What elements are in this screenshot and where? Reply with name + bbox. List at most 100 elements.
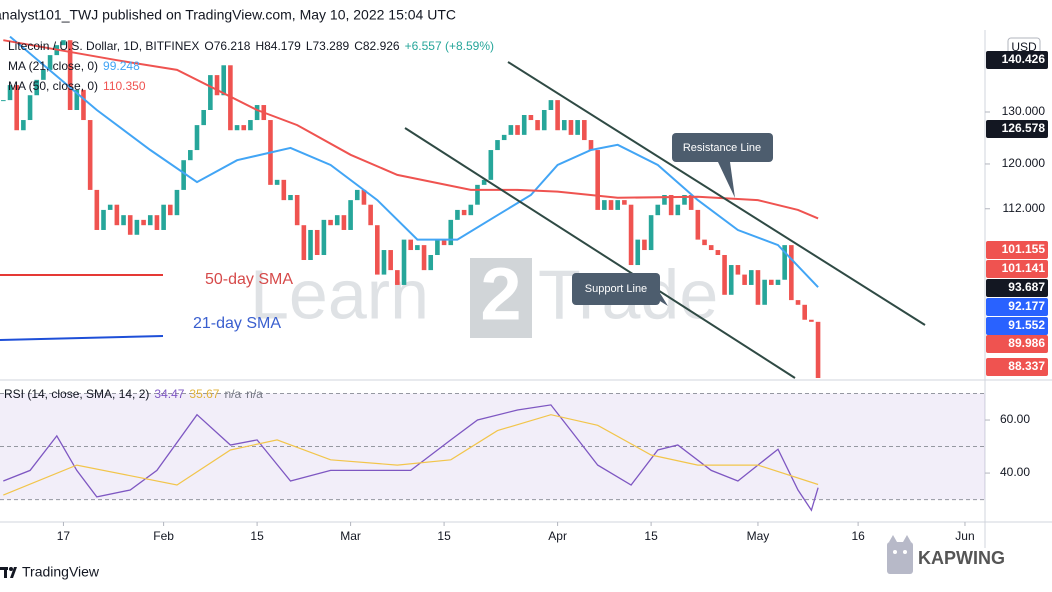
candle — [588, 140, 594, 151]
callout-pointer — [718, 162, 735, 198]
legend-symbol: Litecoin / U.S. Dollar, 1D, BITFINEX — [8, 39, 200, 53]
candle — [7, 85, 13, 101]
candle — [628, 204, 634, 266]
brand: TradingView — [22, 564, 100, 580]
y-tick-label: 60.00 — [1000, 412, 1030, 426]
price-tag-label: 92.177 — [1008, 299, 1045, 313]
candle — [675, 204, 681, 216]
candle — [221, 65, 227, 96]
moving-average — [3, 39, 819, 220]
rsi-line — [3, 414, 819, 496]
candle — [782, 245, 787, 280]
legend-value: 35.67 — [189, 387, 220, 401]
candle — [74, 89, 80, 111]
candle — [582, 120, 587, 141]
watermark: KAPWING — [918, 548, 1005, 568]
candle — [735, 265, 741, 275]
candle — [415, 245, 420, 251]
candle — [194, 125, 200, 151]
price-scale: 130.000 120.000 112.000 140.426 126.578 101.1… — [985, 51, 1048, 479]
candle — [94, 189, 100, 230]
candle — [27, 95, 33, 121]
candle — [622, 200, 627, 205]
rsi-lines — [3, 404, 819, 512]
watermark-text: 2 — [480, 253, 521, 336]
legend-change: +6.557 (+8.59%) — [404, 39, 494, 53]
candle — [475, 184, 480, 205]
candle — [795, 300, 801, 305]
candle — [154, 215, 160, 230]
rsi-line — [3, 404, 819, 512]
legend-value: 110.350 — [103, 79, 146, 93]
candle — [635, 239, 641, 266]
candle — [61, 40, 66, 46]
candle — [41, 69, 46, 80]
candle — [728, 265, 734, 295]
candle — [515, 125, 520, 135]
legend-value: 99.248 — [103, 59, 140, 73]
candle — [167, 204, 173, 216]
candle — [301, 225, 307, 261]
candle — [435, 239, 440, 256]
candle — [1, 100, 6, 102]
candle — [455, 209, 460, 220]
candle — [368, 204, 373, 226]
candle — [21, 120, 26, 131]
candle — [174, 189, 180, 216]
candle — [214, 75, 220, 96]
price-tag — [986, 241, 1048, 259]
legend-value: 34.47 — [154, 387, 185, 401]
candle — [481, 179, 487, 185]
price-tag — [986, 120, 1048, 138]
candle — [428, 255, 434, 271]
price-tag — [986, 51, 1048, 69]
x-tick-label: Feb — [153, 529, 174, 543]
moving-average — [9, 35, 819, 288]
price-tag-label: 91.552 — [1008, 318, 1045, 332]
channel-line — [507, 61, 926, 326]
channel-line — [404, 127, 796, 379]
candle — [47, 55, 53, 70]
candle — [107, 204, 113, 210]
price-tag-label: 101.141 — [1002, 261, 1046, 275]
legend: MA (21, close, 0) 99.248 — [8, 59, 145, 73]
candle — [662, 194, 667, 205]
candle — [648, 215, 654, 251]
x-tick-label: Apr — [548, 529, 567, 543]
candle — [341, 215, 347, 230]
y-tick-label: 130.000 — [1002, 104, 1046, 118]
price-tag — [986, 358, 1048, 376]
candle — [361, 189, 367, 205]
candle — [488, 150, 494, 180]
candle — [388, 250, 393, 271]
x-tick-label: May — [747, 529, 770, 543]
price-tag — [986, 279, 1048, 297]
candle — [555, 100, 560, 131]
candle — [334, 215, 340, 226]
x-tick-label: Mar — [340, 529, 361, 543]
candle — [408, 239, 413, 251]
candle — [395, 270, 400, 285]
candle — [87, 120, 93, 190]
candle — [328, 219, 333, 226]
candle — [541, 110, 547, 131]
candle — [688, 194, 694, 210]
unit-label: USD — [1011, 40, 1037, 54]
legend: Litecoin / U.S. Dollar, 1D, BITFINEX O76.… — [8, 39, 499, 53]
price-tag — [986, 298, 1048, 316]
price-tag — [986, 260, 1048, 278]
legend-value: n/a — [224, 387, 242, 401]
candle — [81, 89, 86, 121]
candle — [234, 125, 240, 131]
candle — [468, 204, 474, 216]
candle — [682, 194, 687, 205]
candle — [254, 105, 260, 121]
legend-ma: MA (21, close, 0) — [8, 59, 99, 73]
x-tick-label: 15 — [644, 529, 658, 543]
candle — [642, 239, 647, 251]
candle — [461, 209, 467, 216]
candle — [375, 225, 380, 275]
candle — [248, 120, 253, 131]
